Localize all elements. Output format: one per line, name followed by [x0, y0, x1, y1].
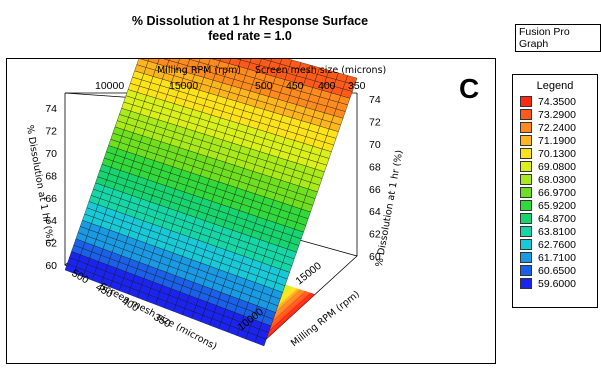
- z-tick-right: 70: [369, 139, 381, 151]
- legend-item: 66.9700: [513, 186, 597, 199]
- legend-label: 65.9200: [538, 199, 576, 212]
- legend-label: 62.7600: [538, 238, 576, 251]
- left-z-axis-label: % Dissolution at 1 hr (%): [24, 124, 55, 243]
- surface-plot: 60 60 62 62 64 64 66 66 68 68 70 70 72 72 74 74 10000 150…: [24, 59, 405, 352]
- legend-swatch: [520, 161, 532, 172]
- surface-cell: [163, 59, 170, 61]
- legend-label: 60.6500: [538, 264, 576, 277]
- legend-label: 73.2900: [538, 108, 576, 121]
- legend: Legend 74.3500 73.2900 72.2400 71.1900 70.13…: [512, 74, 598, 308]
- x-tick-back: 15000: [169, 80, 198, 92]
- z-tick-left: 64: [45, 215, 57, 227]
- legend-swatch: [520, 109, 532, 120]
- surface-cell: [345, 75, 358, 86]
- surface-cell: [147, 59, 160, 65]
- floor-contour-strip: [261, 293, 316, 341]
- surface-cell: [140, 59, 150, 62]
- surface-cell: [249, 59, 262, 66]
- legend-item: 73.2900: [513, 108, 597, 121]
- legend-item: 63.8100: [513, 225, 597, 238]
- y-tick-back: 500: [255, 80, 273, 92]
- y-tick-back: 400: [318, 80, 336, 92]
- surface-cell: [262, 59, 272, 62]
- chart-title: % Dissolution at 1 hr Response Surface f…: [0, 14, 500, 44]
- surface-cell: [198, 59, 211, 65]
- legend-swatch: [520, 148, 532, 159]
- chart-subtitle: feed rate = 1.0: [208, 29, 292, 43]
- surface-cell: [237, 59, 242, 61]
- z-tick-left: 62: [45, 238, 57, 250]
- legend-swatch: [520, 187, 532, 198]
- legend-items: 74.3500 73.2900 72.2400 71.1900 70.1300 69.08…: [513, 95, 597, 290]
- legend-item: 65.9200: [513, 199, 597, 212]
- surface-cell: [189, 59, 201, 63]
- legend-item: 64.8700: [513, 212, 597, 225]
- surface-cell: [270, 59, 283, 65]
- legend-label: 64.8700: [538, 212, 576, 225]
- legend-swatch: [520, 213, 532, 224]
- z-tick-right: 62: [369, 229, 381, 241]
- legend-label: 70.1300: [538, 147, 576, 160]
- z-tick-left: 70: [45, 148, 57, 160]
- legend-swatch: [520, 122, 532, 133]
- fusion-pro-graph-badge: Fusion Pro Graph: [515, 24, 601, 52]
- legend-label: 63.8100: [538, 225, 576, 238]
- surface-cell: [240, 59, 252, 63]
- legend-swatch: [520, 135, 532, 146]
- surface-cell: [219, 59, 231, 64]
- legend-item: 62.7600: [513, 238, 597, 251]
- legend-item: 68.0300: [513, 173, 597, 186]
- legend-label: 66.9700: [538, 186, 576, 199]
- legend-item: 72.2400: [513, 121, 597, 134]
- legend-swatch: [520, 174, 532, 185]
- legend-label: 69.0800: [538, 160, 576, 173]
- z-tick-right: 66: [369, 184, 381, 196]
- legend-item: 60.6500: [513, 264, 597, 277]
- response-surface: [64, 59, 358, 347]
- legend-item: 70.1300: [513, 147, 597, 160]
- surface-cell: [212, 59, 221, 62]
- x-tick-back: 10000: [95, 80, 124, 92]
- y-tick-back: 450: [286, 80, 304, 92]
- floor-contour-strip: [258, 292, 313, 341]
- legend-label: 72.2400: [538, 121, 576, 134]
- legend-swatch: [520, 226, 532, 237]
- z-tick-left: 74: [45, 103, 57, 115]
- z-tick-right: 64: [369, 206, 381, 218]
- z-tick-left: 72: [45, 126, 57, 138]
- legend-label: 68.0300: [538, 173, 576, 186]
- legend-swatch: [520, 239, 532, 250]
- legend-swatch: [520, 252, 532, 263]
- z-tick-right: 68: [369, 161, 381, 173]
- z-tick-left: 60: [45, 260, 57, 272]
- z-tick-right: 74: [369, 94, 381, 106]
- legend-item: 71.1900: [513, 134, 597, 147]
- legend-item: 61.7100: [513, 251, 597, 264]
- chart-title-line1: % Dissolution at 1 hr Response Surface: [131, 14, 369, 28]
- x-tick-front: 15000: [293, 260, 324, 288]
- legend-label: 74.3500: [538, 95, 576, 108]
- legend-swatch: [520, 200, 532, 211]
- plot-area: 60 60 62 62 64 64 66 66 68 68 70 70 72 72 74 74 10000 150…: [6, 58, 496, 364]
- y-tick-back: 350: [348, 80, 366, 92]
- z-tick-right: 72: [369, 117, 381, 129]
- legend-swatch: [520, 265, 532, 276]
- z-tick-left: 66: [45, 193, 57, 205]
- z-tick-right: 60: [369, 251, 381, 263]
- z-tick-left: 68: [45, 170, 57, 182]
- legend-item: 74.3500: [513, 95, 597, 108]
- legend-label: 71.1900: [538, 134, 576, 147]
- surface-cell: [168, 59, 180, 64]
- legend-item: 59.6000: [513, 277, 597, 290]
- legend-label: 59.6000: [538, 277, 576, 290]
- legend-swatch: [520, 278, 532, 289]
- back-mesh-axis-label: Screen mesh size (microns): [255, 65, 386, 76]
- legend-swatch: [520, 96, 532, 107]
- legend-title: Legend: [536, 80, 574, 92]
- legend-label: 61.7100: [538, 251, 576, 264]
- legend-item: 69.0800: [513, 160, 597, 173]
- back-rpm-axis-label: Milling RPM (rpm): [157, 65, 241, 76]
- panel-letter: C: [459, 73, 480, 104]
